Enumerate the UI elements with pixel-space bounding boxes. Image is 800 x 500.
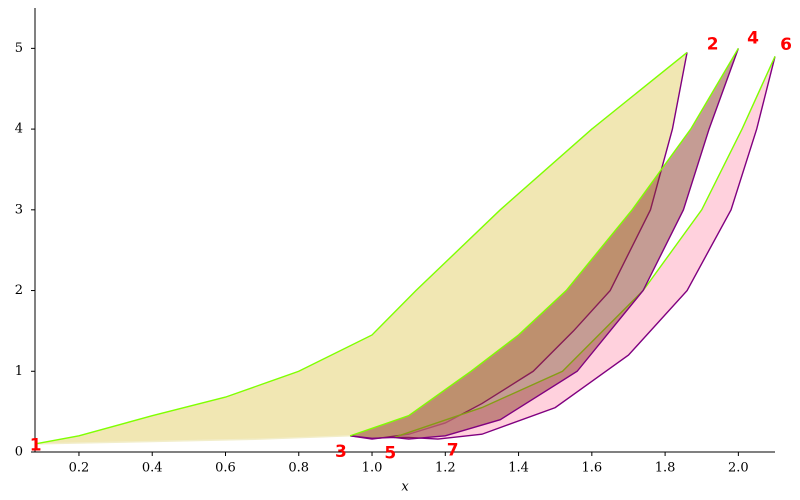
y-tick-label: 5 — [15, 41, 23, 56]
x-tick-label: 0.2 — [69, 461, 90, 476]
curve — [34, 51, 688, 445]
x-tick-label: 0.4 — [142, 461, 163, 476]
point-label: 1 — [30, 436, 42, 456]
x-tick-label: 1.6 — [581, 461, 602, 476]
x-tick-label: 0.6 — [215, 461, 236, 476]
area-fill — [35, 52, 688, 444]
y-tick-label: 4 — [15, 122, 23, 137]
point-label: 4 — [747, 29, 759, 49]
x-axis-label: x — [401, 480, 409, 495]
y-tick-label: 0 — [15, 445, 23, 460]
area-fill — [350, 48, 739, 440]
point-label: 7 — [447, 440, 459, 460]
x-tick-label: 1.8 — [655, 461, 676, 476]
point-label: 2 — [707, 34, 719, 54]
curve — [349, 48, 740, 440]
y-tick-label: 3 — [15, 202, 23, 217]
y-tick-label: 2 — [15, 283, 23, 298]
point-label: 6 — [780, 35, 792, 55]
y-tick-label: 1 — [15, 364, 23, 379]
curve — [349, 48, 739, 437]
point-label: 3 — [335, 442, 347, 462]
x-tick-label: 1.4 — [508, 461, 529, 476]
curve — [34, 435, 351, 445]
x-tick-label: 1.0 — [362, 461, 383, 476]
x-tick-label: 0.8 — [288, 461, 309, 476]
point-label: 5 — [384, 444, 396, 464]
x-tick-label: 1.2 — [435, 461, 456, 476]
x-tick-label: 2.0 — [728, 461, 749, 476]
